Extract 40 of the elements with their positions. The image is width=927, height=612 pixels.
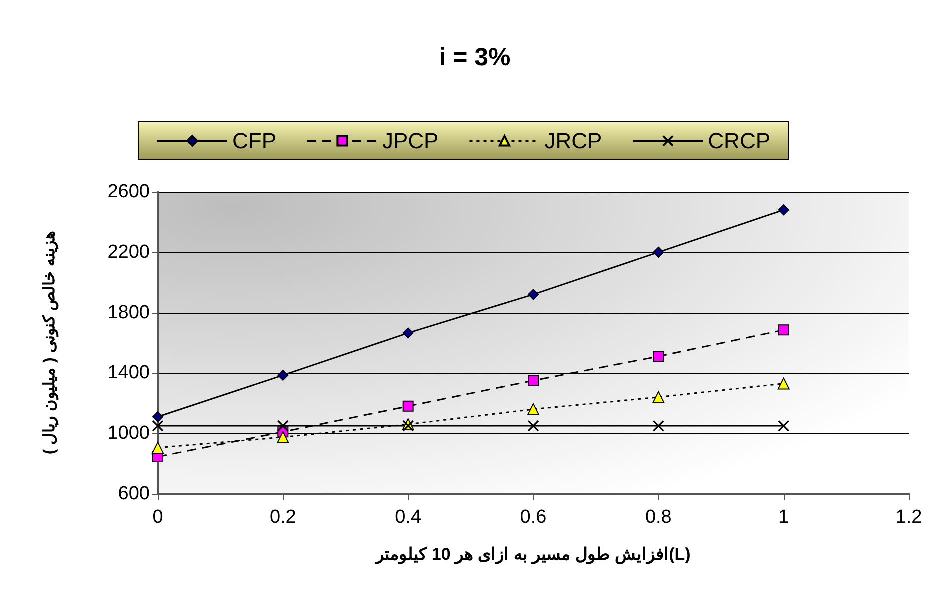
point bbox=[778, 204, 790, 216]
x-tick-label: 0.2 bbox=[270, 507, 296, 528]
point bbox=[778, 420, 790, 432]
point bbox=[528, 375, 539, 386]
point bbox=[402, 400, 414, 412]
y-tick-label: 1000 bbox=[108, 423, 150, 444]
point bbox=[277, 431, 290, 444]
point bbox=[278, 370, 289, 381]
point bbox=[528, 420, 540, 432]
point bbox=[652, 391, 665, 404]
point bbox=[528, 289, 539, 300]
point bbox=[528, 403, 540, 416]
point bbox=[653, 351, 664, 362]
point bbox=[152, 442, 164, 454]
y-axis-title: هزینه خالص کنونی ( میلیون ریال ) bbox=[42, 231, 60, 455]
point bbox=[402, 328, 414, 339]
x-tick-label: 1 bbox=[778, 507, 790, 528]
y-tick-label: 1800 bbox=[108, 302, 150, 324]
x-tick-label: 1.2 bbox=[896, 507, 922, 528]
x-tick-label: 0.4 bbox=[395, 507, 422, 528]
y-tick-label: 1400 bbox=[108, 362, 150, 384]
x-tick-label: 0 bbox=[152, 507, 164, 528]
point bbox=[652, 420, 664, 432]
y-tick-label: 2200 bbox=[108, 242, 150, 263]
legend-label: CFP bbox=[232, 128, 276, 154]
point bbox=[778, 378, 790, 390]
legend-label: CRCP bbox=[708, 128, 771, 154]
x-axis-title: افزایش طول مسیر به ازای هر 10 کیلومتر(L) bbox=[374, 545, 691, 565]
point bbox=[778, 324, 790, 336]
point bbox=[152, 420, 164, 432]
legend-label: JRCP bbox=[544, 128, 602, 154]
point bbox=[152, 411, 164, 422]
y-tick-label: 2600 bbox=[108, 182, 150, 202]
chart-title: i = 3% bbox=[439, 44, 511, 72]
point bbox=[277, 420, 289, 432]
x-tick-label: 0.6 bbox=[520, 507, 547, 528]
legend-label: JPCP bbox=[382, 128, 439, 154]
point bbox=[653, 246, 664, 258]
x-tick-label: 0.8 bbox=[645, 507, 672, 528]
y-tick-label: 600 bbox=[118, 484, 150, 504]
